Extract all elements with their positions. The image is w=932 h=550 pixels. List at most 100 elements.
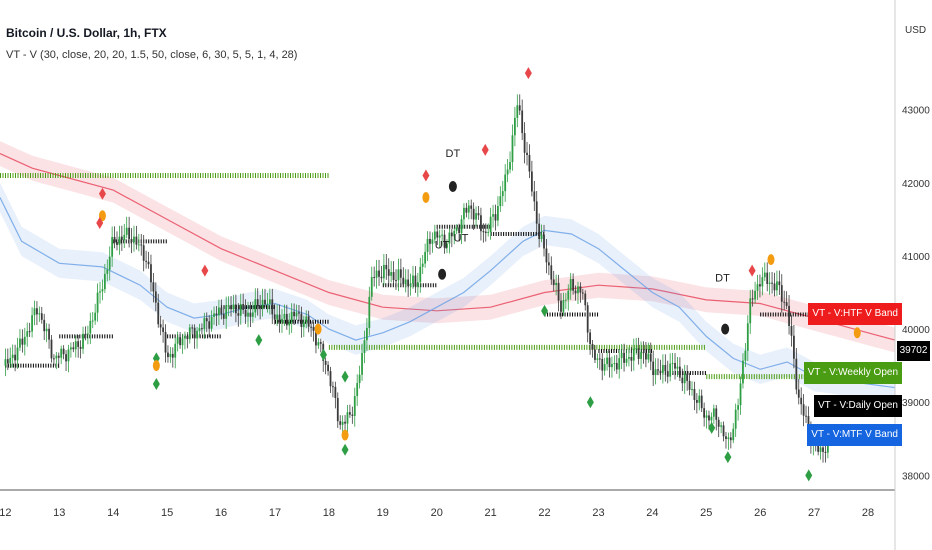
candle-body — [712, 408, 715, 417]
candle-body — [208, 321, 211, 329]
candle-body — [455, 227, 458, 231]
signal-green-diamond — [319, 348, 327, 361]
candle-body — [688, 380, 691, 390]
candle-body — [591, 343, 594, 350]
candle-body — [426, 238, 429, 252]
candle-body — [402, 277, 405, 285]
candle-body — [819, 447, 822, 452]
candle-body — [79, 346, 82, 349]
candle-body — [336, 397, 339, 422]
candle-body — [210, 316, 213, 329]
candle-body — [159, 324, 162, 328]
candle-body — [528, 155, 531, 172]
series-label-badge: VT - V:Weekly Open — [803, 361, 902, 384]
candle-body — [654, 369, 657, 376]
candle-body — [518, 105, 521, 111]
candle-body — [594, 349, 596, 360]
candle-body — [332, 386, 334, 388]
candle-body — [103, 273, 106, 290]
candle-body — [560, 300, 562, 312]
candle-body — [278, 314, 281, 323]
candle-body — [230, 305, 232, 310]
candle-body — [628, 357, 630, 359]
candle-body — [421, 263, 424, 267]
candle-body — [785, 302, 788, 306]
candle-body — [356, 382, 359, 397]
candle-body — [77, 341, 80, 347]
candle-body — [283, 313, 286, 319]
candle-body — [669, 363, 672, 377]
signal-green-diamond — [152, 377, 160, 390]
candle-body — [545, 248, 548, 263]
candle-body — [521, 110, 524, 134]
trend-dot — [448, 180, 457, 192]
candle-body — [186, 335, 189, 340]
signal-green-diamond — [724, 451, 732, 464]
candle-body — [349, 412, 351, 415]
candle-body — [574, 290, 577, 294]
signal-green-diamond — [708, 421, 716, 434]
candle-body — [453, 230, 456, 237]
candle-body — [184, 335, 186, 339]
candle-body — [538, 223, 541, 240]
candle-body — [295, 312, 298, 317]
candle-body — [725, 436, 727, 439]
candle-body — [145, 260, 148, 262]
candle-body — [181, 338, 184, 346]
candle-body — [664, 364, 667, 372]
candle-body — [540, 234, 543, 240]
candle-body — [635, 348, 638, 350]
candle-body — [746, 323, 749, 351]
candle-body — [113, 236, 116, 243]
candle-body — [494, 214, 497, 221]
candle-body — [470, 205, 473, 209]
candle-body — [123, 234, 126, 241]
y-tick-label: 41000 — [902, 252, 930, 263]
x-tick-label: 16 — [215, 507, 227, 519]
candle-body — [365, 327, 368, 341]
candle-body — [737, 405, 740, 410]
candle-body — [198, 328, 201, 331]
candle-body — [438, 235, 441, 238]
candle-body — [465, 207, 468, 213]
candle-body — [6, 359, 9, 364]
candle-body — [773, 283, 776, 291]
candle-body — [40, 313, 43, 320]
candle-body — [215, 313, 218, 316]
candle-body — [533, 191, 536, 202]
candle-body — [89, 320, 92, 334]
candle-body — [247, 312, 249, 317]
candle-body — [729, 437, 732, 441]
signal-orange-marker — [314, 323, 322, 335]
candle-body — [36, 308, 38, 315]
candle-body — [254, 299, 257, 313]
candle-body — [572, 279, 575, 291]
candle-body — [678, 366, 681, 378]
candle-body — [732, 428, 735, 441]
candle-body — [647, 353, 650, 360]
chart-title: Bitcoin / U.S. Dollar, 1h, FTX — [6, 26, 167, 40]
candle-body — [307, 316, 310, 327]
candle-body — [242, 304, 245, 310]
candle-body — [324, 360, 327, 365]
candle-body — [608, 357, 611, 368]
candle-body — [281, 318, 283, 323]
candle-body — [33, 308, 36, 316]
indicator-legend[interactable]: VT - V (30, close, 20, 20, 1.5, 50, clos… — [6, 49, 298, 61]
candle-body — [562, 299, 565, 312]
candle-body — [431, 239, 434, 244]
candle-body — [710, 416, 713, 421]
candle-body — [86, 333, 89, 335]
candle-body — [460, 219, 463, 234]
candle-body — [429, 238, 431, 244]
candle-body — [188, 327, 191, 340]
candle-body — [487, 231, 490, 233]
signal-green-diamond — [341, 443, 349, 456]
band-fill-0 — [0, 141, 895, 353]
candle-body — [477, 213, 480, 216]
candle-body — [661, 364, 664, 373]
signal-orange-marker — [341, 429, 349, 441]
candle-body — [691, 389, 693, 391]
signal-red-diamond — [748, 264, 756, 277]
